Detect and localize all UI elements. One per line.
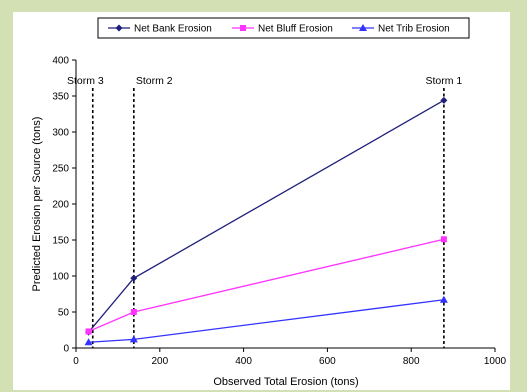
storm-label: Storm 2 (136, 75, 173, 87)
x-tick-label: 600 (319, 356, 336, 367)
x-axis-label: Observed Total Erosion (tons) (213, 376, 358, 388)
y-tick-label: 50 (58, 308, 70, 319)
x-tick-label: 800 (403, 356, 420, 367)
y-tick-label: 400 (52, 56, 69, 67)
series-point-2 (129, 335, 138, 343)
legend-marker (240, 25, 246, 31)
legend: Net Bank Erosion Net Bluff Erosion Net Tri… (97, 17, 470, 39)
legend-label: Net Bank Erosion (134, 24, 212, 35)
x-ticks: 0 200 400 600 800 1000 (73, 348, 507, 367)
series-point-1 (130, 309, 137, 315)
storm-label: Storm 1 (425, 75, 462, 87)
legend-marker (359, 24, 367, 31)
storm-label: Storm 3 (67, 75, 104, 87)
legend-box (97, 17, 470, 39)
y-tick-label: 0 (63, 344, 69, 355)
series-point-0 (440, 96, 448, 104)
series-point-1 (440, 236, 447, 243)
series-point-2 (84, 338, 93, 346)
x-tick-label: 200 (151, 356, 168, 367)
y-ticks: 0 50 100 150 200 250 300 350 400 (52, 56, 76, 355)
y-tick-label: 300 (52, 128, 69, 139)
y-tick-label: 100 (52, 272, 69, 283)
y-tick-label: 200 (52, 200, 69, 211)
x-tick-label: 400 (235, 356, 252, 367)
series-point-2 (439, 295, 448, 303)
chart-panel (13, 12, 510, 390)
series-group (84, 96, 448, 346)
plot-area: Storm 3 Storm 2 Storm 1 0 200 400 600 800 1000 … (52, 56, 506, 368)
x-tick-label: 0 (73, 356, 79, 367)
series-point-0 (130, 274, 138, 282)
y-axis-label: Predicted Erosion per Source (tons) (31, 117, 43, 292)
legend-label: Net Trib Erosion (378, 24, 450, 35)
legend-marker (115, 24, 123, 32)
y-tick-label: 250 (52, 164, 69, 175)
y-tick-label: 150 (52, 236, 69, 247)
legend-label: Net Bluff Erosion (258, 24, 333, 35)
y-tick-label: 350 (52, 92, 69, 103)
x-tick-label: 1000 (484, 356, 507, 367)
series-point-1 (85, 328, 92, 335)
